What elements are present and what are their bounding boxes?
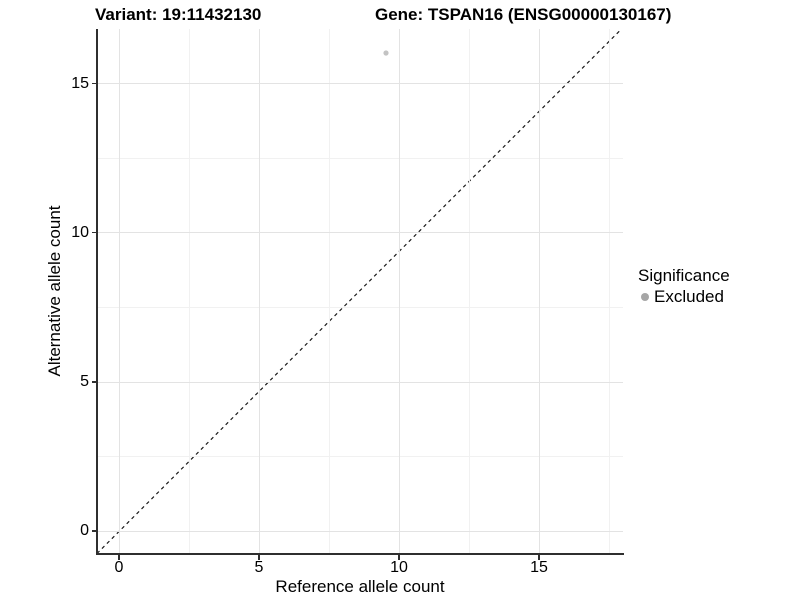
x-tick-mark	[118, 554, 120, 560]
x-tick-label: 5	[254, 559, 264, 576]
y-tick-mark	[91, 381, 97, 383]
grid-line-major-v	[119, 29, 120, 554]
x-axis-line	[96, 553, 624, 555]
y-tick-label: 0	[80, 522, 89, 539]
grid-line-minor-v	[189, 29, 190, 554]
plot-title-variant: Variant: 19:11432130	[95, 5, 262, 24]
grid-line-major-h	[97, 531, 623, 532]
plot-title-gene: Gene: TSPAN16 (ENSG00000130167)	[375, 5, 672, 24]
y-axis-line	[96, 29, 98, 555]
legend-title: Significance	[638, 266, 730, 285]
y-tick-mark	[91, 530, 97, 532]
x-tick-mark	[538, 554, 540, 560]
legend-key-circle-icon	[641, 293, 649, 301]
grid-line-minor-h	[97, 456, 623, 457]
legend-item-excluded: Excluded	[638, 287, 730, 307]
grid-line-major-h	[97, 382, 623, 383]
legend-item-label: Excluded	[654, 287, 724, 306]
y-axis-title: Alternative allele count	[45, 205, 64, 377]
grid-line-minor-v	[469, 29, 470, 554]
grid-line-minor-v	[329, 29, 330, 554]
grid-line-minor-h	[97, 158, 623, 159]
plot-canvas	[97, 29, 622, 554]
grid-line-major-v	[539, 29, 540, 554]
grid-line-major-v	[259, 29, 260, 554]
grid-line-minor-v	[609, 29, 610, 554]
identity-reference-line	[97, 29, 622, 554]
y-tick-mark	[91, 231, 97, 233]
legend: Significance Excluded	[638, 266, 730, 307]
y-tick-label: 5	[80, 373, 89, 390]
x-axis-title: Reference allele count	[275, 577, 445, 596]
y-tick-label: 15	[71, 74, 89, 92]
x-tick-mark	[258, 554, 260, 560]
x-tick-mark	[398, 554, 400, 560]
plot-panel	[97, 29, 623, 554]
grid-line-minor-h	[97, 307, 623, 308]
x-tick-label: 15	[530, 559, 548, 576]
x-tick-label: 0	[114, 559, 124, 576]
data-point-excluded	[383, 50, 389, 56]
grid-line-major-v	[399, 29, 400, 554]
y-tick-mark	[91, 82, 97, 84]
y-tick-label: 10	[71, 223, 89, 241]
x-tick-label: 10	[390, 559, 408, 576]
grid-line-major-h	[97, 232, 623, 233]
grid-line-major-h	[97, 83, 623, 84]
